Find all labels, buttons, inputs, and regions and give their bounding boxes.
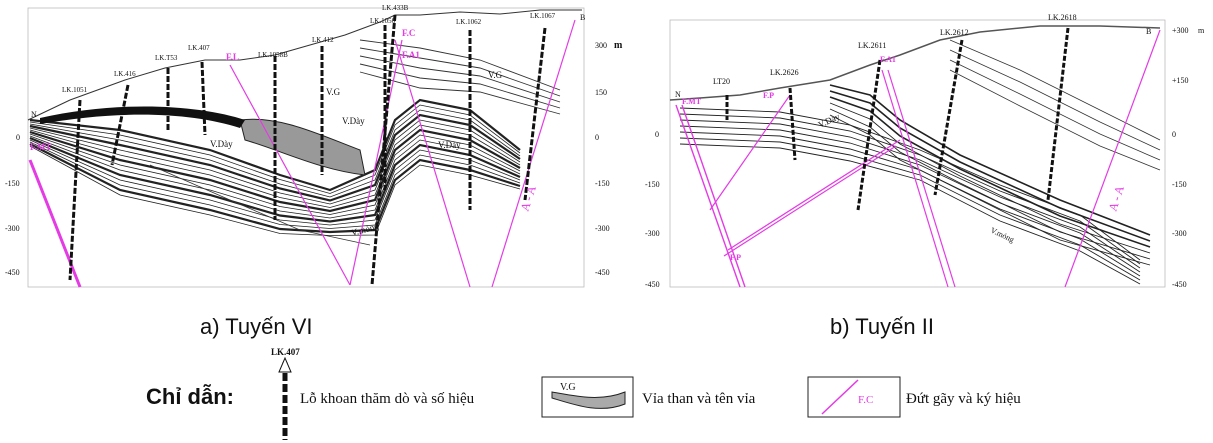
borehole-label: LK.T53 [155,54,178,62]
axis-label: -450 [645,280,660,289]
borehole-label: LK.1051 [62,86,88,94]
fault-label: F.MT [30,142,51,152]
axis-label: -300 [1172,229,1187,238]
borehole-label: LK.2612 [940,28,969,37]
legend-text: Lỗ khoan thăm dò và số hiệu [300,391,475,407]
borehole-label: LK.412 [312,36,334,44]
borehole-label: LK.433B [382,4,409,12]
legend-label: F.C [858,394,873,406]
page: LK.1051 LK.416 LK.T53 LK.407 LK.1058B LK.412 L… [0,0,1213,443]
borehole-label: LK.407 [188,44,210,52]
axis-label: -450 [595,268,610,277]
axis-label: 0 [1172,130,1176,139]
fault-label: F.MT [682,97,702,106]
axis-label: 0 [655,130,659,139]
axis-label: 0 [595,133,599,142]
axis-label: 0 [16,133,20,142]
fault-label: F.A1 [880,55,896,64]
axis-label: +300 [1172,26,1189,35]
fault-label: F.C [402,28,415,38]
fault-label: F.L [226,52,239,62]
fault-label: F.P [763,91,774,100]
axis-label: -300 [645,229,660,238]
borehole-label: LK.2611 [858,41,886,50]
fault-label: F.A1 [402,50,420,60]
axis-label: -450 [1172,280,1187,289]
borehole-label: LT20 [713,77,730,86]
axis-label: 300 [595,41,607,50]
section-end: N [31,110,37,119]
section-end: B [1146,27,1151,36]
borehole-label: LK.1058B [258,51,288,59]
borehole-label: LK.2626 [770,68,799,77]
borehole-label: LK.416 [114,70,136,78]
axis-label: -450 [5,268,20,277]
axis-unit: m [614,40,623,51]
legend-title: Chỉ dẫn: [146,384,234,409]
fault-label: F.P [730,253,741,262]
borehole-label: LK.1056 [370,17,396,25]
borehole-label: LK.2618 [1048,13,1077,22]
legend-label: LK.407 [271,347,300,357]
section-end: N [675,90,681,99]
seam-label: V.G [326,87,341,97]
legend-text: Đứt gãy và ký hiệu [906,391,1021,407]
axis-label: -300 [5,224,20,233]
caption: b) Tuyến II [830,314,934,339]
axis-label: -150 [645,180,660,189]
axis-label: -150 [595,179,610,188]
caption: a) Tuyến VI [200,314,313,339]
section-end: B [580,13,585,22]
seam-label: V.Dày [342,116,365,126]
axis-label: -150 [5,179,20,188]
axis-label: -300 [595,224,610,233]
legend-text: Vỉa than và tên vỉa [642,391,756,407]
seam-label: V.Dày [210,139,233,149]
borehole-label: LK.1067 [530,12,556,20]
legend-label: V.G [560,382,576,393]
axis-unit: m [1198,26,1205,35]
seam-label: V.G [488,70,503,80]
axis-label: 150 [595,88,607,97]
axis-label: -150 [1172,180,1187,189]
borehole-label: LK.1062 [456,18,482,26]
axis-label: +150 [1172,76,1189,85]
seam-label: V.Dày [438,140,461,150]
